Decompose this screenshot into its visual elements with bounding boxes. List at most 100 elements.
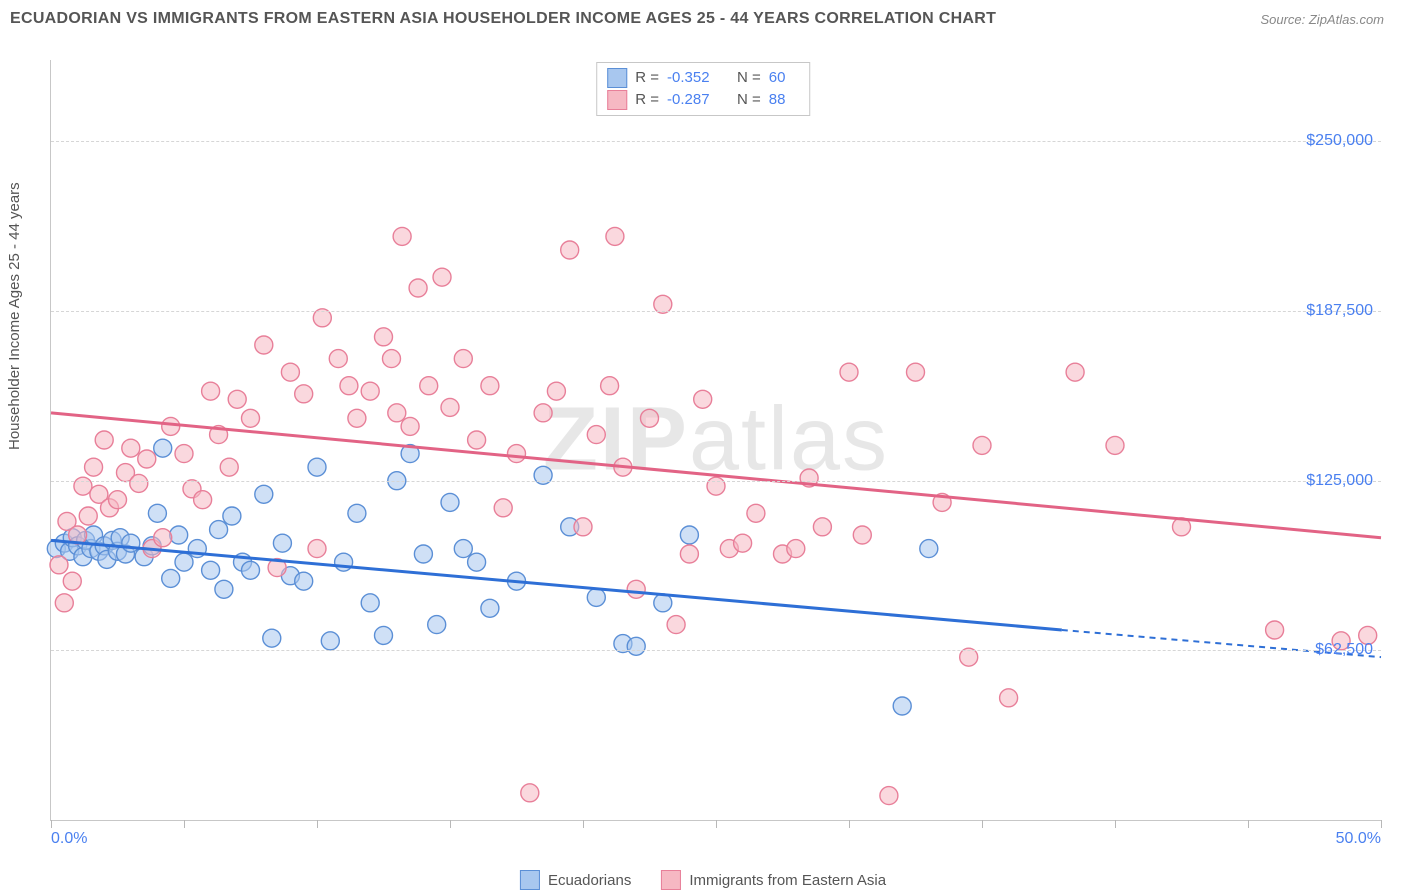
scatter-point (787, 540, 805, 558)
x-tick (184, 820, 185, 828)
scatter-point (454, 540, 472, 558)
scatter-point (601, 377, 619, 395)
scatter-point (468, 553, 486, 571)
scatter-point (747, 504, 765, 522)
scatter-point (853, 526, 871, 544)
scatter-point (228, 390, 246, 408)
scatter-point (162, 417, 180, 435)
scatter-point (130, 474, 148, 492)
scatter-point (242, 409, 260, 427)
scatter-point (335, 553, 353, 571)
scatter-point (375, 626, 393, 644)
scatter-point (295, 572, 313, 590)
r-value: -0.352 (667, 67, 729, 89)
scatter-point (481, 599, 499, 617)
series-legend: Ecuadorians Immigrants from Eastern Asia (520, 870, 886, 890)
scatter-point (561, 241, 579, 259)
r-value: -0.287 (667, 89, 729, 111)
x-max-label: 50.0% (1336, 830, 1381, 848)
scatter-point (154, 529, 172, 547)
legend-item: Ecuadorians (520, 870, 631, 890)
legend-item: Immigrants from Eastern Asia (661, 870, 886, 890)
scatter-point (361, 594, 379, 612)
scatter-point (50, 556, 68, 574)
gridline (51, 311, 1381, 312)
n-label: N = (737, 89, 761, 111)
y-tick-label: $250,000 (1306, 132, 1373, 150)
scatter-point (281, 363, 299, 381)
scatter-point (534, 404, 552, 422)
r-label: R = (635, 89, 659, 111)
scatter-point (907, 363, 925, 381)
scatter-point (295, 385, 313, 403)
y-axis-label: Householder Income Ages 25 - 44 years (6, 182, 23, 450)
scatter-point (348, 504, 366, 522)
scatter-point (175, 445, 193, 463)
scatter-point (893, 697, 911, 715)
scatter-point (63, 572, 81, 590)
scatter-point (641, 409, 659, 427)
chart-svg (51, 60, 1381, 820)
x-tick (583, 820, 584, 828)
corr-row: R =-0.287N =88 (607, 89, 799, 111)
n-label: N = (737, 67, 761, 89)
scatter-point (382, 350, 400, 368)
legend-label: Ecuadorians (548, 872, 631, 889)
scatter-point (255, 336, 273, 354)
x-min-label: 0.0% (51, 830, 87, 848)
scatter-point (175, 553, 193, 571)
y-tick-label: $187,500 (1306, 302, 1373, 320)
scatter-point (1266, 621, 1284, 639)
source-label: Source: ZipAtlas.com (1260, 12, 1384, 27)
correlation-legend: R =-0.352N =60R =-0.287N =88 (596, 62, 810, 116)
scatter-point (840, 363, 858, 381)
scatter-point (880, 787, 898, 805)
scatter-point (154, 439, 172, 457)
corr-row: R =-0.352N =60 (607, 67, 799, 89)
chart-title: ECUADORIAN VS IMMIGRANTS FROM EASTERN AS… (10, 10, 996, 28)
x-tick (1381, 820, 1382, 828)
x-tick (51, 820, 52, 828)
scatter-point (494, 499, 512, 517)
legend-swatch (661, 870, 681, 890)
scatter-point (508, 445, 526, 463)
scatter-point (109, 491, 127, 509)
scatter-point (420, 377, 438, 395)
scatter-point (813, 518, 831, 536)
scatter-point (348, 409, 366, 427)
scatter-point (375, 328, 393, 346)
scatter-point (667, 616, 685, 634)
scatter-point (361, 382, 379, 400)
trend-line (51, 540, 1062, 630)
x-tick (1248, 820, 1249, 828)
scatter-point (680, 545, 698, 563)
scatter-point (202, 561, 220, 579)
scatter-point (680, 526, 698, 544)
x-tick (716, 820, 717, 828)
legend-swatch (520, 870, 540, 890)
scatter-point (694, 390, 712, 408)
scatter-point (441, 398, 459, 416)
scatter-point (263, 629, 281, 647)
scatter-point (627, 580, 645, 598)
scatter-point (170, 526, 188, 544)
scatter-point (481, 377, 499, 395)
scatter-point (220, 458, 238, 476)
scatter-point (210, 521, 228, 539)
legend-swatch (607, 90, 627, 110)
scatter-point (1106, 436, 1124, 454)
scatter-point (1066, 363, 1084, 381)
scatter-point (428, 616, 446, 634)
scatter-point (95, 431, 113, 449)
gridline (51, 650, 1381, 651)
scatter-point (547, 382, 565, 400)
scatter-point (920, 540, 938, 558)
scatter-point (321, 632, 339, 650)
plot-area: ZIPatlas $62,500$125,000$187,500$250,000… (50, 60, 1381, 821)
scatter-point (973, 436, 991, 454)
scatter-point (85, 458, 103, 476)
scatter-point (574, 518, 592, 536)
scatter-point (606, 227, 624, 245)
scatter-point (1000, 689, 1018, 707)
scatter-point (308, 458, 326, 476)
